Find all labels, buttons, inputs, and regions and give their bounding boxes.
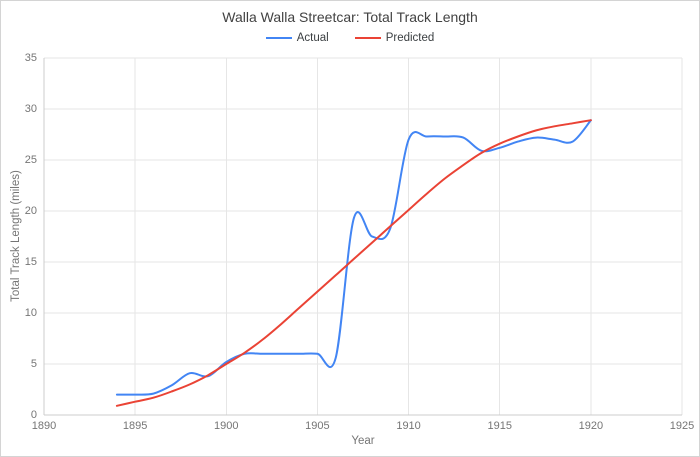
y-tick-label: 35: [24, 52, 37, 64]
x-tick-label: 1920: [578, 420, 604, 432]
y-tick-label: 5: [30, 358, 37, 370]
y-tick-label: 0: [30, 409, 37, 421]
legend-item-actual: Actual: [265, 32, 329, 44]
y-axis-title: Total Track Length (miles): [10, 170, 22, 302]
x-tick-label: 1925: [669, 420, 695, 432]
y-tick-label: 30: [24, 103, 37, 115]
x-tick-label: 1900: [214, 420, 239, 432]
legend-item-predicted: Predicted: [354, 32, 435, 44]
x-tick-label: 1895: [122, 420, 148, 432]
x-tick-label: 1910: [396, 420, 421, 432]
series-line-actual[interactable]: [115, 119, 592, 396]
x-axis-title: Year: [351, 435, 375, 447]
actual-line-swatch-icon: [265, 37, 292, 39]
legend-label-actual: Actual: [296, 32, 329, 44]
y-tick-label: 20: [24, 205, 37, 217]
chart-title: Walla Walla Streetcar: Total Track Lengt…: [222, 9, 478, 25]
legend: Actual Predicted: [1, 32, 699, 44]
series-line-predicted[interactable]: [115, 119, 592, 407]
predicted-line-swatch-icon: [354, 37, 381, 39]
x-tick-label: 1905: [305, 420, 330, 432]
y-tick-label: 15: [24, 256, 37, 268]
plot-area[interactable]: [43, 57, 683, 416]
legend-label-predicted: Predicted: [385, 32, 435, 44]
x-tick-label: 1890: [31, 420, 57, 432]
x-tick-label: 1915: [487, 420, 512, 432]
y-tick-label: 25: [24, 154, 37, 166]
y-tick-label: 10: [24, 307, 37, 319]
